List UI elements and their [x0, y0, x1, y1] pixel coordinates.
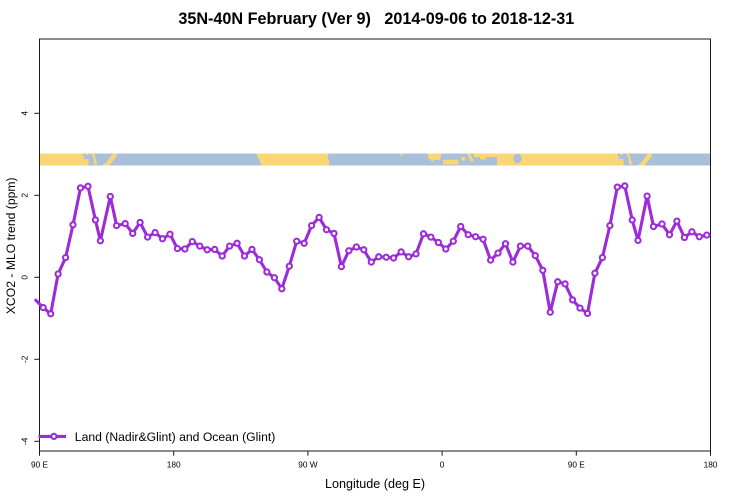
svg-text:90 E: 90 E [568, 460, 586, 470]
svg-text:180: 180 [704, 460, 718, 470]
svg-text:Longitude (deg E): Longitude (deg E) [325, 477, 425, 491]
svg-text:XCO2 - MLO trend (ppm): XCO2 - MLO trend (ppm) [4, 177, 18, 314]
svg-text:-4: -4 [20, 437, 30, 445]
svg-text:180: 180 [167, 460, 181, 470]
svg-text:0: 0 [440, 460, 445, 470]
svg-text:-2: -2 [20, 355, 30, 363]
svg-text:2: 2 [20, 193, 30, 198]
svg-text:90 W: 90 W [298, 460, 318, 470]
svg-text:Land (Nadir&Glint) and Ocean (: Land (Nadir&Glint) and Ocean (Glint) [75, 430, 276, 444]
svg-text:0: 0 [20, 275, 30, 280]
svg-text:4: 4 [20, 111, 30, 116]
svg-text:90 E: 90 E [31, 460, 49, 470]
svg-text:35N-40N February (Ver 9) 201: 35N-40N February (Ver 9) 2014-09-06 to 2… [178, 10, 574, 28]
